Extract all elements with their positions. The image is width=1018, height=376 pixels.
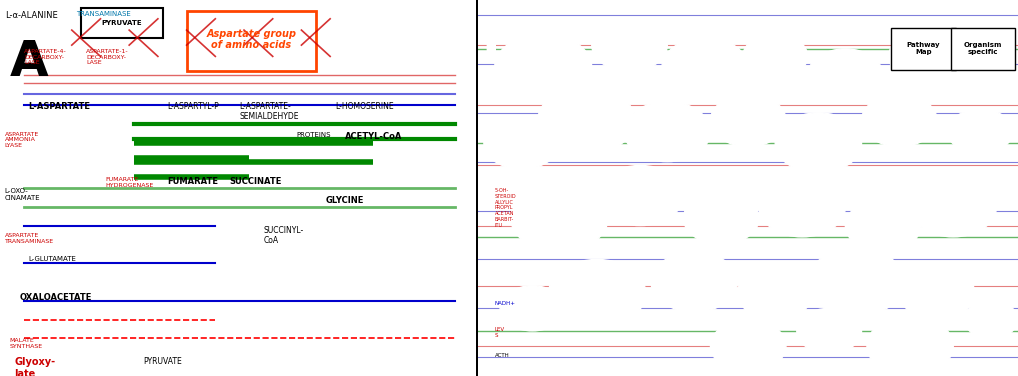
Circle shape (743, 34, 807, 79)
Text: Aspartate group
of amino acids: Aspartate group of amino acids (207, 29, 296, 50)
Text: ASPARTATE-1-
DECARBOXY-
LASE: ASPARTATE-1- DECARBOXY- LASE (87, 49, 128, 65)
Circle shape (511, 184, 608, 252)
FancyBboxPatch shape (951, 28, 1015, 70)
FancyBboxPatch shape (81, 8, 163, 38)
Text: L-α-ALANINE: L-α-ALANINE (5, 11, 58, 20)
Circle shape (652, 252, 737, 312)
Text: FUMARATE
HYDROGENASE: FUMARATE HYDROGENASE (105, 177, 154, 188)
Text: L-OXO-
CINAMATE: L-OXO- CINAMATE (5, 188, 41, 201)
Text: LEV
S: LEV S (495, 327, 505, 338)
Text: L-HOMOSERINE: L-HOMOSERINE (335, 102, 394, 111)
Circle shape (845, 199, 921, 252)
Text: ACETYL-CoA: ACETYL-CoA (344, 132, 402, 141)
Text: GLYCINE: GLYCINE (326, 196, 363, 205)
Circle shape (662, 38, 748, 98)
Circle shape (807, 248, 905, 316)
Text: 5-OH-
STEROID
ALLYLIC
PROPYL
ACETAN
BARBIT-
ITU: 5-OH- STEROID ALLYLIC PROPYL ACETAN BARB… (495, 188, 516, 228)
Circle shape (711, 320, 786, 372)
Text: Pathway
Map: Pathway Map (907, 42, 941, 55)
Circle shape (867, 316, 953, 376)
Circle shape (899, 267, 975, 320)
Text: Glyoxy-
late: Glyoxy- late (14, 357, 55, 376)
Circle shape (775, 113, 861, 173)
Text: SUCCINATE: SUCCINATE (230, 177, 282, 186)
Text: TRANSAMINASE: TRANSAMINASE (76, 11, 131, 17)
Circle shape (624, 102, 711, 162)
Circle shape (737, 267, 813, 320)
FancyBboxPatch shape (186, 11, 316, 71)
Text: SUCCINYL-
CoA: SUCCINYL- CoA (263, 226, 303, 245)
Text: L-ASPARTATE: L-ASPARTATE (29, 102, 91, 111)
Text: PYRUVATE: PYRUVATE (102, 20, 143, 26)
Text: PYRUVATE: PYRUVATE (144, 357, 182, 366)
Circle shape (683, 192, 759, 244)
Circle shape (910, 177, 997, 237)
FancyBboxPatch shape (891, 28, 956, 70)
Text: NADH+: NADH+ (495, 301, 516, 306)
Text: L-ASPARTATE-
SEMIALDEHYDE: L-ASPARTATE- SEMIALDEHYDE (239, 102, 298, 121)
Text: FUMARATE: FUMARATE (167, 177, 219, 186)
Circle shape (484, 117, 559, 169)
Circle shape (807, 49, 883, 102)
Circle shape (797, 308, 861, 353)
Circle shape (591, 19, 668, 71)
Text: Organism
specific: Organism specific (964, 42, 1002, 55)
Circle shape (598, 165, 683, 226)
Text: ACTH: ACTH (495, 353, 509, 358)
Circle shape (889, 34, 953, 79)
Text: L-GLUTAMATE: L-GLUTAMATE (29, 256, 76, 262)
Text: B: B (482, 19, 519, 67)
Text: L-ASPARTYL-P: L-ASPARTYL-P (167, 102, 219, 111)
Text: A: A (9, 38, 48, 86)
Text: ASPARTATE
AMMONIA
LYASE: ASPARTATE AMMONIA LYASE (5, 132, 39, 148)
Circle shape (861, 94, 937, 147)
Circle shape (948, 109, 1013, 154)
Bar (476, 0, 478, 376)
Text: ASPARTATE-4-
DECARBOXY-
LASE: ASPARTATE-4- DECARBOXY- LASE (24, 49, 66, 65)
Circle shape (964, 301, 1018, 338)
Circle shape (711, 94, 786, 147)
Text: MALATE
SYNTHASE: MALATE SYNTHASE (9, 338, 43, 349)
Circle shape (549, 259, 645, 327)
Circle shape (538, 86, 635, 154)
Circle shape (759, 177, 845, 237)
Text: PROTEINS: PROTEINS (296, 132, 331, 138)
Text: OXALOACETATE: OXALOACETATE (19, 293, 92, 302)
Circle shape (495, 34, 591, 102)
Text: ASPARTATE
TRANSAMINASE: ASPARTATE TRANSAMINASE (5, 233, 54, 244)
Circle shape (500, 286, 565, 331)
